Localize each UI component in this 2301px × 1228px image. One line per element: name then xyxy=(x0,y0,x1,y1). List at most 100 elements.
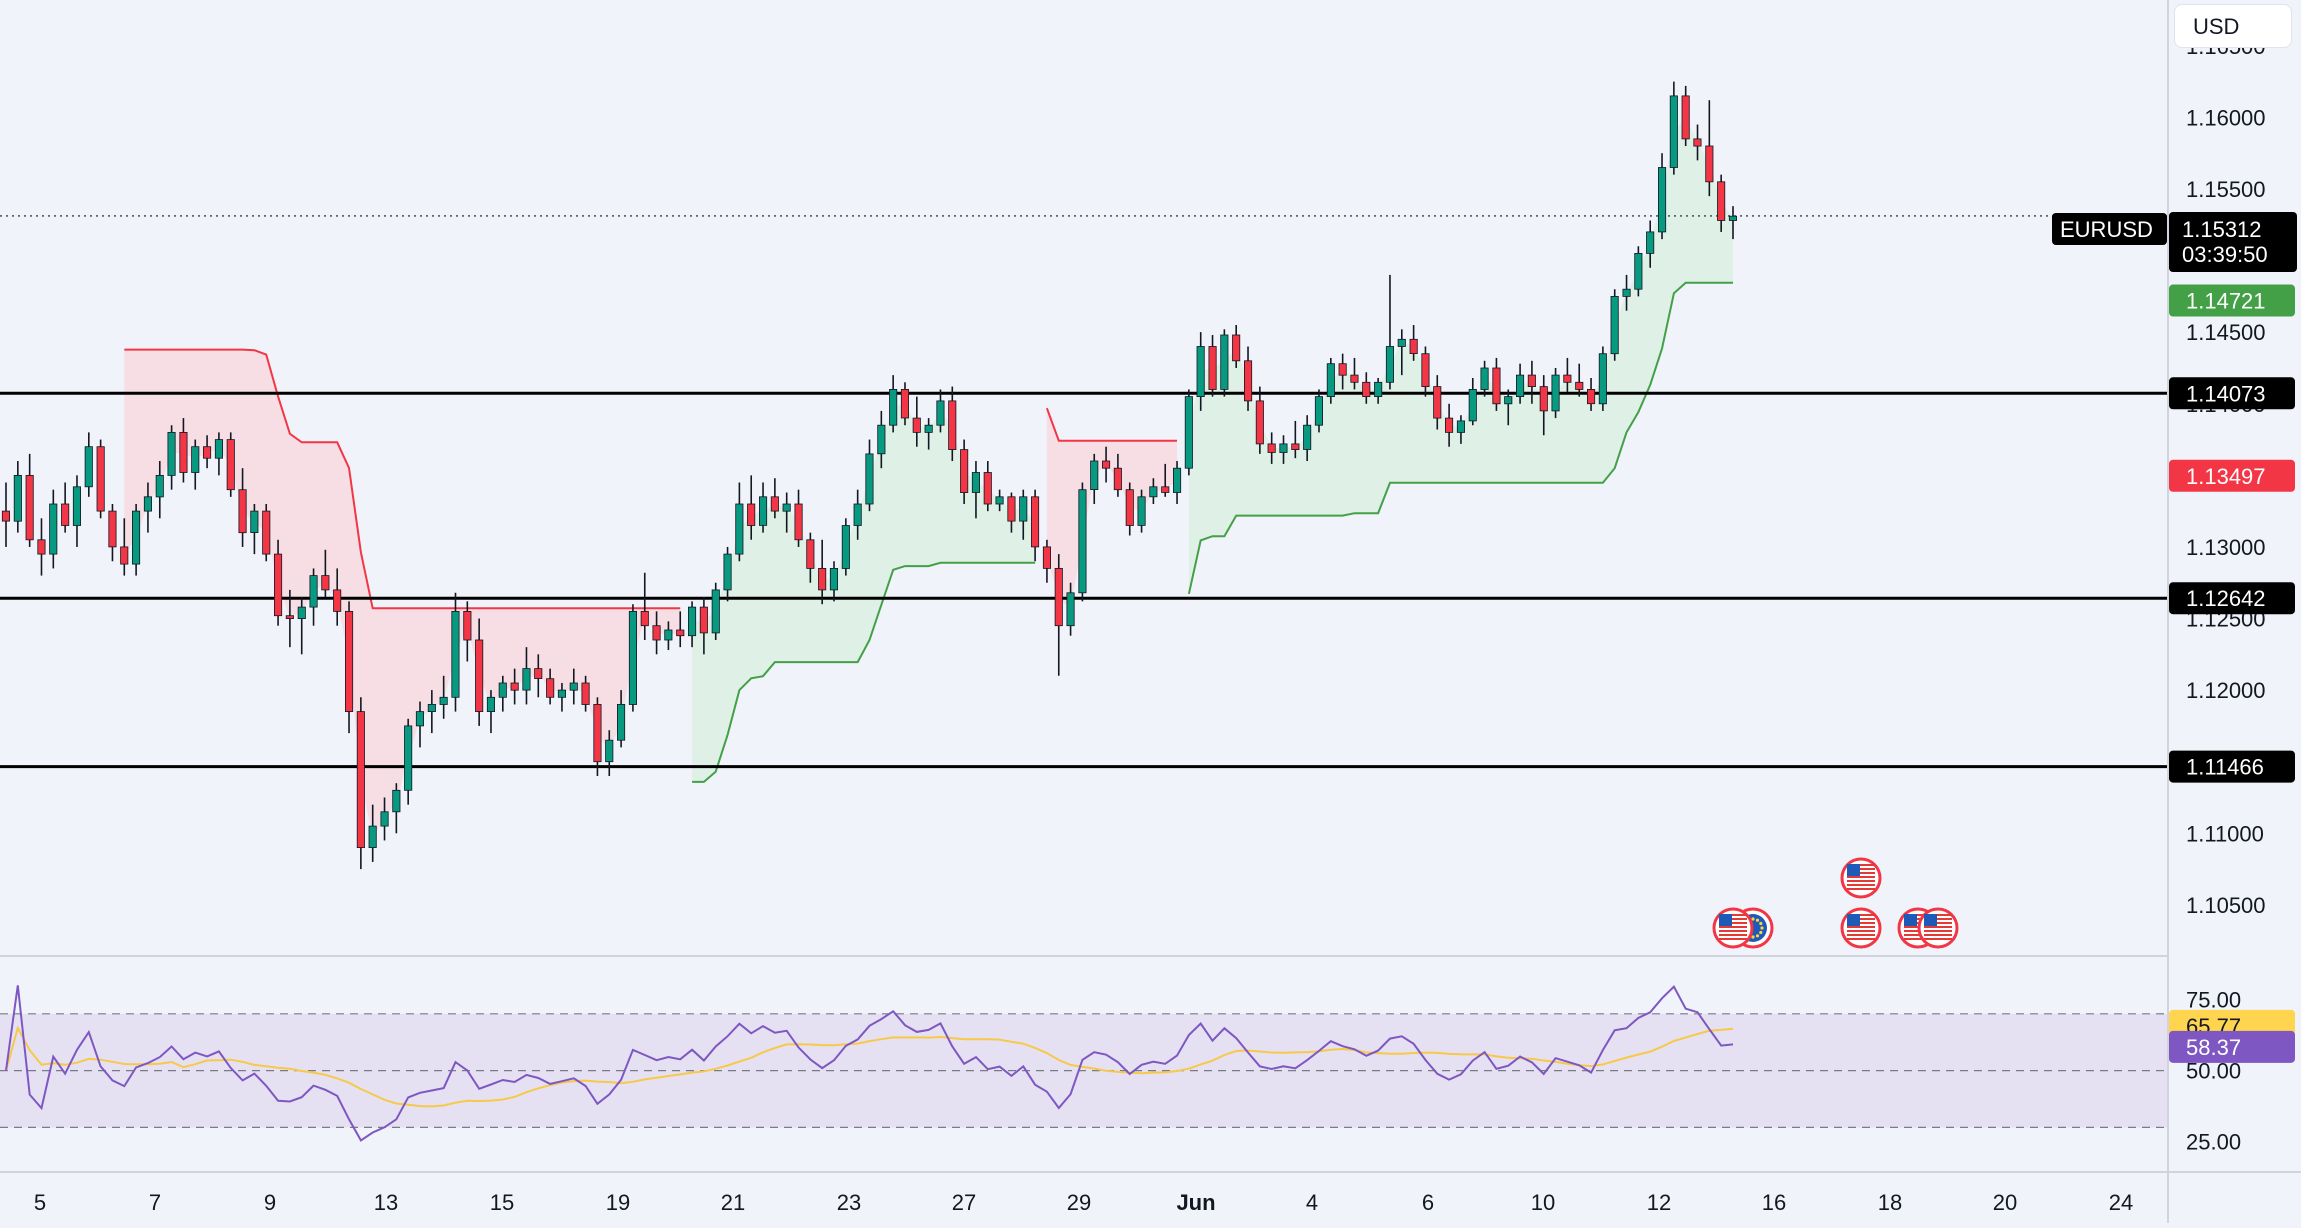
candle-body xyxy=(617,704,626,741)
candle-body xyxy=(912,417,921,433)
candle-body xyxy=(640,611,649,627)
us-flag-stripe xyxy=(1847,918,1875,920)
eu-flag-star xyxy=(1759,930,1763,935)
us-flag-stripe xyxy=(1719,922,1747,924)
eu-flag-star xyxy=(1755,918,1760,922)
event-markers[interactable] xyxy=(1712,857,1959,949)
candle-body xyxy=(84,446,93,488)
time-axis[interactable]: 5 7 9 13 15 19 21 23 27 29 Jun 4 6 10 12 16 18 20 24 xyxy=(34,1190,2133,1215)
candle-body xyxy=(1291,443,1300,450)
us-event-icon[interactable] xyxy=(1917,907,1959,949)
eu-flag-star xyxy=(1759,921,1763,926)
candle-body xyxy=(1078,489,1087,594)
us-event-icon[interactable] xyxy=(1840,857,1882,899)
candle-body xyxy=(1102,460,1111,469)
us-flag-stripe xyxy=(1904,922,1932,924)
us-flag-stripe xyxy=(1847,938,1875,940)
candle-body xyxy=(900,388,909,419)
candle-body xyxy=(356,711,365,848)
time-tick-label: 4 xyxy=(1306,1190,1318,1215)
candle-body xyxy=(865,453,874,505)
us-flag-stripe xyxy=(1719,914,1747,916)
us-flag-stripe xyxy=(1719,934,1747,936)
candle-body xyxy=(1705,145,1714,183)
candle-body xyxy=(1658,167,1667,233)
us-flag-stripe xyxy=(1847,888,1875,890)
candle-body xyxy=(1244,360,1253,402)
candle-body xyxy=(13,474,22,522)
us-flag-stripe xyxy=(1847,934,1875,936)
candle-body xyxy=(179,431,188,473)
candle-body xyxy=(995,496,1004,505)
candle-body xyxy=(1445,417,1454,433)
candle-body xyxy=(143,496,153,512)
candle-body xyxy=(676,629,685,637)
candle-body xyxy=(983,472,992,505)
candle-body xyxy=(688,606,697,637)
candle-body xyxy=(699,606,708,634)
us-flag-stripe xyxy=(1904,934,1932,936)
level-tag-box xyxy=(2169,582,2295,615)
us-flag-stripe xyxy=(1904,918,1932,920)
level-tag-label: 1.14073 xyxy=(2186,381,2266,406)
candle-body xyxy=(1,510,11,522)
candle-body xyxy=(1113,467,1122,491)
symbol-tag: EURUSD xyxy=(2060,217,2153,242)
us-flag-stripe xyxy=(1904,938,1932,940)
eu-flag-star xyxy=(1760,926,1764,930)
candle-body xyxy=(250,510,259,534)
us-flag-stripe xyxy=(1924,930,1952,932)
price-tick-label: 1.12000 xyxy=(2186,678,2266,703)
currency-button[interactable]: USD xyxy=(2174,4,2292,48)
candle-body xyxy=(1196,346,1205,397)
candle-body xyxy=(877,424,886,455)
time-tick-label: 7 xyxy=(149,1190,161,1215)
time-tick-label: 15 xyxy=(490,1190,514,1215)
candle-body xyxy=(1492,367,1501,405)
time-tick-label: 27 xyxy=(952,1190,976,1215)
us-flag-canton xyxy=(1847,914,1860,926)
candle-body xyxy=(581,682,590,705)
us-flag-stripe xyxy=(1904,914,1932,916)
last-price-value: 1.15312 xyxy=(2182,217,2262,242)
candle-body xyxy=(818,568,827,591)
us-flag-canton xyxy=(1719,914,1732,926)
candle-body xyxy=(960,449,969,494)
candle-body xyxy=(25,474,34,541)
candle-body xyxy=(759,496,768,526)
candle-body xyxy=(1125,489,1134,526)
candle-body xyxy=(723,553,732,591)
candle-body xyxy=(451,611,460,698)
candle-body xyxy=(1622,288,1631,297)
supertrend-uptrend-fill xyxy=(692,403,1036,782)
candle-body xyxy=(1717,181,1726,221)
candle-body xyxy=(829,568,838,591)
candle-body xyxy=(1267,443,1276,453)
candle-body xyxy=(108,510,117,548)
us-event-icon[interactable] xyxy=(1712,907,1754,949)
time-tick-label: 20 xyxy=(1993,1190,2017,1215)
us-flag-stripe xyxy=(1847,914,1875,916)
price-tick-label: 1.11000 xyxy=(2186,821,2264,846)
candle-body xyxy=(226,439,235,491)
time-tick-label: 23 xyxy=(837,1190,861,1215)
candle-body xyxy=(1728,215,1738,221)
us-event-icon[interactable] xyxy=(1840,907,1882,949)
us-flag-stripe xyxy=(1847,872,1875,874)
candle-body xyxy=(510,682,519,691)
candle-body xyxy=(924,424,933,433)
supertrend-downtrend-line xyxy=(1045,407,1177,442)
candle-body xyxy=(1255,400,1264,445)
symbol-tag-box xyxy=(2052,213,2167,245)
candle-body xyxy=(1054,568,1063,627)
candle-body xyxy=(1338,363,1347,376)
candle-body xyxy=(439,696,448,705)
candle-body xyxy=(605,739,614,763)
supertrend-layer xyxy=(124,117,1733,837)
us-flag-stripe xyxy=(1924,934,1952,936)
supertrend-down-tag-box xyxy=(2169,459,2295,492)
